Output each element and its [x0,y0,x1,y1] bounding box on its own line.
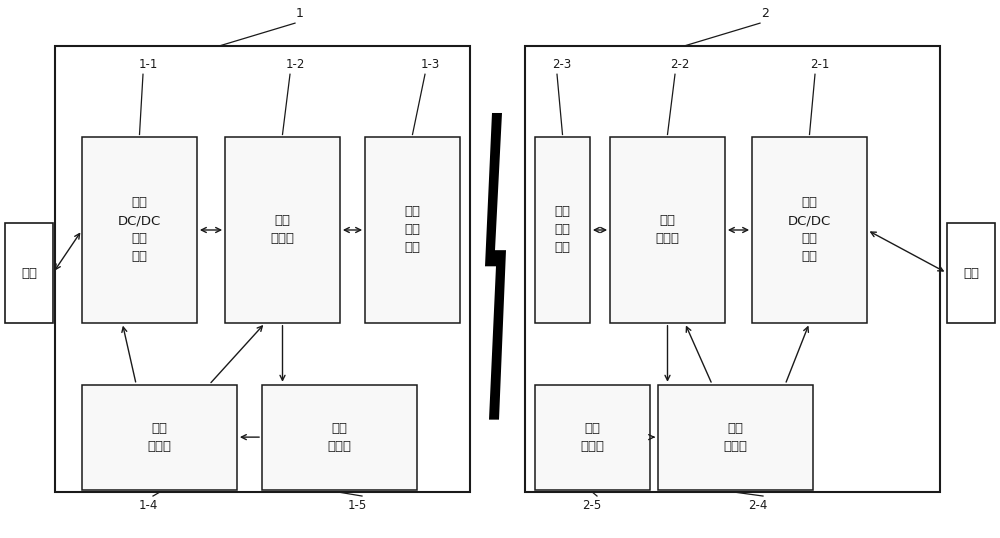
Text: 第一
传感器: 第一 传感器 [328,422,352,452]
Bar [82,137,197,323]
Text: 第一
控制器: 第一 控制器 [148,422,172,452]
Bar [262,385,417,490]
Bar [55,46,470,492]
Text: 1-4: 1-4 [138,499,158,512]
Text: 2-2: 2-2 [670,58,690,71]
Text: 电网: 电网 [21,266,37,280]
Text: 2-5: 2-5 [582,499,602,512]
Bar [610,137,725,323]
Text: 1-5: 1-5 [347,499,367,512]
Text: 第二
控制器: 第二 控制器 [724,422,748,452]
Text: 第二
DC/DC
变换
电路: 第二 DC/DC 变换 电路 [788,196,831,264]
Bar [535,385,650,490]
Bar [82,385,237,490]
Bar [225,137,340,323]
Text: 第一
DC/DC
变换
电路: 第一 DC/DC 变换 电路 [118,196,161,264]
Text: 第一
谐振
电路: 第一 谐振 电路 [404,206,420,254]
Text: 2: 2 [761,7,769,20]
Text: 第二
传感器: 第二 传感器 [580,422,604,452]
Text: 负载: 负载 [963,266,979,280]
Text: 1-1: 1-1 [138,58,158,71]
Text: 2-1: 2-1 [810,58,830,71]
Text: 1: 1 [296,7,304,20]
Bar [752,137,867,323]
Bar [947,223,995,323]
Bar [535,137,590,323]
Text: 第二
变换器: 第二 变换器 [656,215,680,245]
Bar [365,137,460,323]
Bar [525,46,940,492]
Text: 2-4: 2-4 [748,499,768,512]
Text: 1-2: 1-2 [285,58,305,71]
Bar [658,385,813,490]
Polygon shape [485,113,506,420]
Text: 1-3: 1-3 [420,58,440,71]
Text: 2-3: 2-3 [552,58,572,71]
Text: 第一
变换器: 第一 变换器 [271,215,295,245]
Bar [5,223,53,323]
Text: 第二
谐振
电路: 第二 谐振 电路 [554,206,570,254]
